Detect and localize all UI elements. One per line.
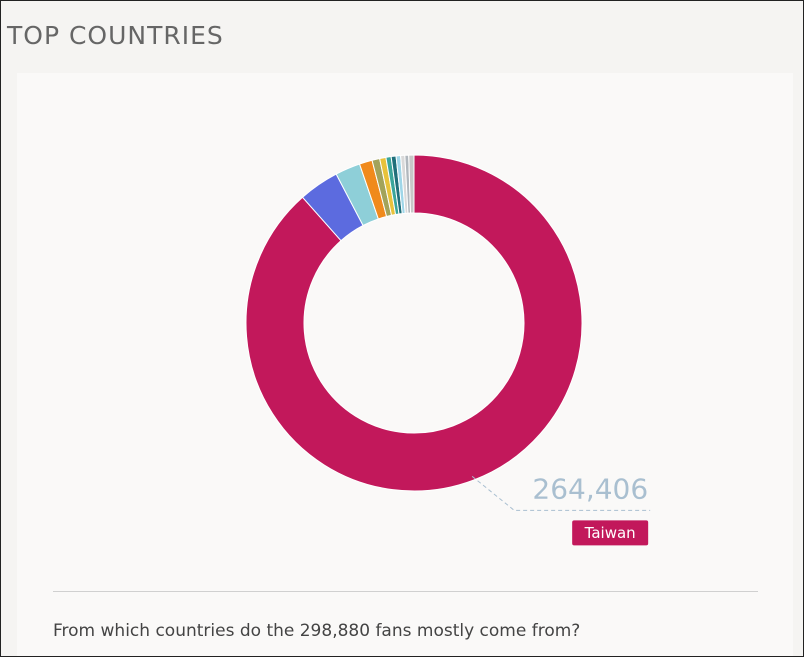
slice [245, 154, 583, 492]
category-tag [572, 520, 649, 546]
slice [408, 154, 415, 214]
widget-title: TOP COUNTRIES [7, 21, 224, 50]
value-label: 264,406 [532, 472, 648, 505]
category-label: Taiwan [584, 524, 636, 542]
separator [53, 591, 758, 592]
question-text: From which countries do the 298,880 fans… [53, 621, 581, 641]
